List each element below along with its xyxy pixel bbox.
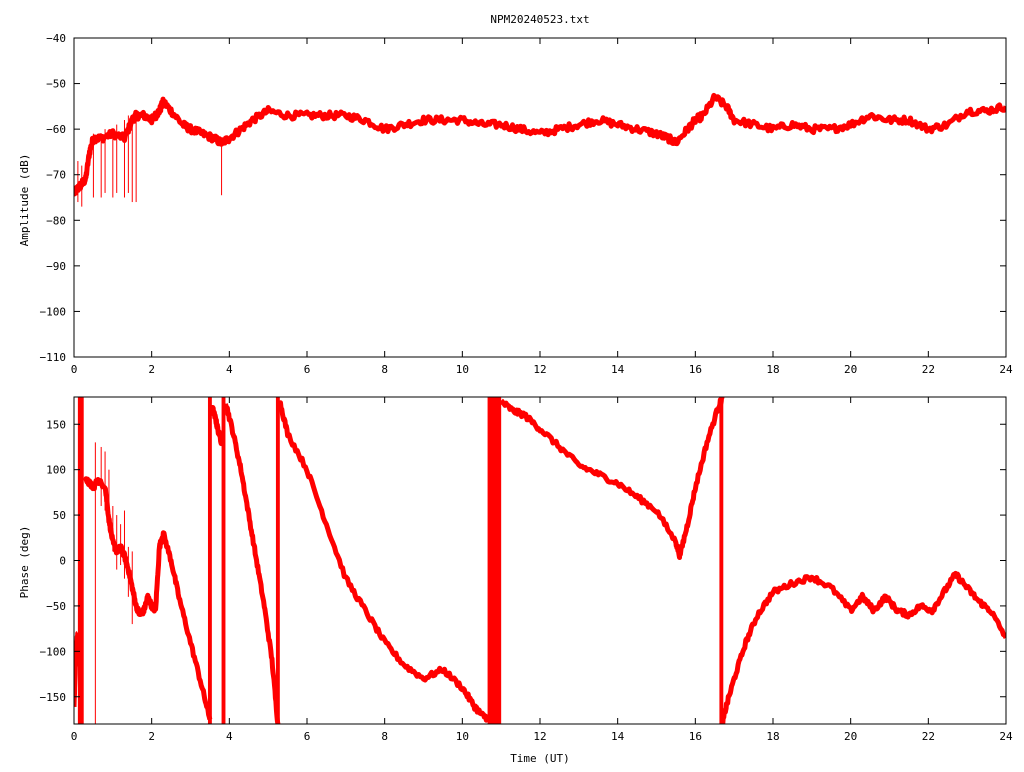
- time-x-axis-label: Time (UT): [510, 752, 570, 765]
- amplitude-trace-line-0: [74, 94, 1006, 195]
- amplitude-plot-frame: [73, 37, 1007, 358]
- phase-xtick-label: 10: [456, 730, 469, 743]
- phase-xtick-label: 20: [844, 730, 857, 743]
- phase-plot-frame: [73, 396, 1007, 725]
- amplitude-xtick-label: 16: [689, 363, 702, 376]
- phase-xtick-label: 2: [148, 730, 155, 743]
- amplitude-ytick-label: −90: [46, 260, 66, 273]
- phase-ytick-label: −150: [40, 691, 67, 704]
- phase-ytick-label: 0: [59, 555, 66, 568]
- amplitude-data-group: [74, 92, 1006, 207]
- phase-ytick-label: −50: [46, 600, 66, 613]
- phase-xtick-label: 8: [381, 730, 388, 743]
- amplitude-xtick-label: 6: [304, 363, 311, 376]
- phase-xtick-label: 12: [533, 730, 546, 743]
- phase-xtick-label: 6: [304, 730, 311, 743]
- amplitude-xtick-label: 18: [766, 363, 779, 376]
- phase-xtick-label: 0: [71, 730, 78, 743]
- phase-ytick-label: −100: [40, 645, 67, 658]
- phase-wrap-band-5: [719, 397, 724, 724]
- amplitude-xtick-label: 8: [381, 363, 388, 376]
- phase-y-axis-label: Phase (deg): [18, 526, 31, 599]
- phase-wrap-band-4: [487, 397, 502, 724]
- phase-wrap-band-1: [207, 397, 212, 724]
- phase-trace-line-4: [279, 400, 490, 721]
- amplitude-xtick-label: 14: [611, 363, 625, 376]
- phase-wrap-band-3: [275, 397, 280, 724]
- amplitude-xtick-label: 22: [922, 363, 935, 376]
- amplitude-ytick-label: −70: [46, 169, 66, 182]
- amplitude-xtick-label: 24: [999, 363, 1013, 376]
- phase-trace-6: [720, 570, 1006, 724]
- phase-xtick-label: 24: [999, 730, 1013, 743]
- phase-xtick-label: 22: [922, 730, 935, 743]
- phase-data-group: [74, 397, 1006, 724]
- phase-trace-line-5: [500, 397, 723, 558]
- phase-xtick-label: 18: [766, 730, 779, 743]
- amplitude-y-axis-label: Amplitude (dB): [18, 154, 31, 247]
- amplitude-xtick-label: 20: [844, 363, 857, 376]
- amplitude-xtick-label: 0: [71, 363, 78, 376]
- phase-wrap-band-0: [77, 397, 84, 724]
- phase-panel: Phase (deg) Time (UT) 0 2 4 6 8 10 12 14 16 18 20 2…: [18, 396, 1013, 765]
- phase-trace-5: [499, 397, 725, 560]
- phase-trace-line-0: [74, 632, 79, 707]
- amplitude-ytick-label: −50: [46, 78, 66, 91]
- phase-ytick-label: 50: [53, 509, 66, 522]
- amplitude-trace-0: [74, 92, 1006, 197]
- amplitude-xtick-label: 10: [456, 363, 469, 376]
- phase-trace-4: [277, 400, 492, 723]
- phase-xtick-label: 16: [689, 730, 702, 743]
- amplitude-ytick-label: −100: [40, 305, 67, 318]
- phase-ytick-label: 150: [46, 418, 66, 431]
- phase-trace-line-3: [225, 403, 279, 724]
- phase-xtick-label: 14: [611, 730, 625, 743]
- phase-wrap-band-2: [221, 397, 226, 724]
- phase-trace-line-2: [211, 405, 223, 446]
- amplitude-xtick-label: 2: [148, 363, 155, 376]
- amplitude-ytick-label: −60: [46, 123, 66, 136]
- amplitude-ytick-label: −40: [46, 32, 66, 45]
- phase-trace-1: [83, 476, 213, 721]
- phase-ytick-label: 100: [46, 464, 66, 477]
- amplitude-ytick-label: −80: [46, 214, 66, 227]
- amplitude-ytick-label: −110: [40, 351, 67, 364]
- phase-xtick-label: 4: [226, 730, 233, 743]
- phase-trace-line-6: [722, 572, 1006, 724]
- amplitude-xtick-label: 12: [533, 363, 546, 376]
- amplitude-xtick-label: 4: [226, 363, 233, 376]
- phase-trace-3: [223, 403, 281, 724]
- amplitude-panel: Amplitude (dB) 0 2 4 6 8 10 12 14 16 18 20 22 24−110…: [18, 32, 1013, 376]
- chart-title: NPM20240523.txt: [490, 13, 589, 26]
